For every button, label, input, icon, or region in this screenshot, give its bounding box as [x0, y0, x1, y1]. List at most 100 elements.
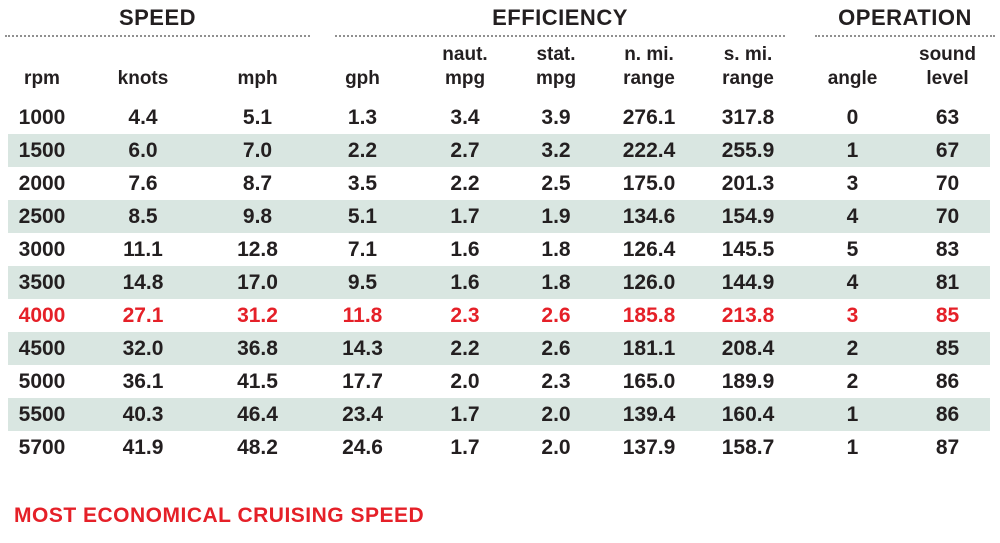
cell: 4 [846, 271, 859, 294]
cell: 5.1 [347, 205, 378, 228]
cell: 317.8 [721, 106, 775, 129]
cell: 137.9 [622, 436, 676, 459]
table-row: 5000 36.1 41.5 17.7 2.0 2.3 165.0 189.9 2 86 [8, 365, 990, 398]
table-row: 2500 8.5 9.8 5.1 1.7 1.9 134.6 154.9 4 70 [8, 200, 990, 233]
column-header-line: mpg [535, 68, 577, 89]
cell: 48.2 [237, 436, 278, 459]
column-header-knots: knots [76, 43, 210, 91]
cell: 81 [935, 271, 960, 294]
section-speed: SPEED [5, 6, 310, 37]
cell: 46.4 [237, 403, 278, 426]
table-row: 2000 7.6 8.7 3.5 2.2 2.5 175.0 201.3 3 70 [8, 167, 990, 200]
cell: 255.9 [721, 139, 775, 162]
cell: 9.5 [347, 271, 378, 294]
cell: 7.6 [128, 172, 158, 195]
cell: 17.0 [237, 271, 278, 294]
table-row: 5700 41.9 48.2 24.6 1.7 2.0 137.9 158.7 1 87 [8, 431, 990, 464]
table-row: 1500 6.0 7.0 2.2 2.7 3.2 222.4 255.9 1 67 [8, 134, 990, 167]
cell: 1.3 [347, 106, 378, 129]
column-header-line: knots [117, 68, 169, 89]
cell: 27.1 [122, 304, 164, 327]
cell: 40.3 [122, 403, 164, 426]
cell: 154.9 [721, 205, 775, 228]
cell: 1.8 [541, 238, 571, 261]
cell: 1500 [18, 139, 66, 162]
column-header-naut-mpg: naut. mpg [420, 43, 510, 91]
cell: 9.8 [242, 205, 273, 228]
cell: 3.2 [541, 139, 571, 162]
cell: 3 [846, 172, 859, 195]
cell: 87 [935, 436, 960, 459]
cell: 175.0 [622, 172, 676, 195]
cell: 70 [935, 172, 960, 195]
cell: 5 [846, 238, 859, 261]
cell: 3.5 [347, 172, 378, 195]
table-row-most-economical: 4000 27.1 31.2 11.8 2.3 2.6 185.8 213.8 3 85 [8, 299, 990, 332]
cell: 7.0 [242, 139, 273, 162]
section-title-speed: SPEED [118, 5, 197, 30]
section-operation: OPERATION [815, 6, 995, 37]
cell: 1.7 [450, 436, 480, 459]
cell: 165.0 [622, 370, 676, 393]
column-header-mph: mph [210, 43, 305, 91]
cell: 5.1 [242, 106, 273, 129]
column-header-stat-mpg: stat. mpg [510, 43, 602, 91]
cell: 86 [935, 370, 960, 393]
cell: 12.8 [237, 238, 278, 261]
cell: 222.4 [622, 139, 676, 162]
cell: 1 [846, 139, 859, 162]
table-row: 4500 32.0 36.8 14.3 2.2 2.6 181.1 208.4 2 85 [8, 332, 990, 365]
cell: 86 [935, 403, 960, 426]
cell: 2000 [18, 172, 66, 195]
cell: 41.9 [122, 436, 164, 459]
cell: 2.3 [541, 370, 571, 393]
cell: 5500 [18, 403, 66, 426]
cell: 185.8 [622, 304, 676, 327]
cell: 36.8 [237, 337, 278, 360]
cell: 11.1 [123, 238, 163, 261]
cell: 181.1 [622, 337, 676, 360]
cell: 3.9 [541, 106, 571, 129]
column-header-line [800, 43, 905, 67]
column-header-line: mpg [444, 68, 486, 89]
cell: 3 [846, 304, 859, 327]
cell: 1000 [18, 106, 66, 129]
column-header-line: n. mi. [624, 44, 674, 65]
cell: 14.3 [342, 337, 383, 360]
section-efficiency: EFFICIENCY [335, 6, 785, 37]
column-header-line [76, 43, 210, 67]
column-header-gph: gph [305, 43, 420, 91]
cell: 2.0 [541, 436, 571, 459]
cell: 160.4 [721, 403, 775, 426]
column-header-sound-level: sound level [905, 43, 990, 91]
cell: 144.9 [721, 271, 775, 294]
cell: 67 [935, 139, 960, 162]
cell: 8.7 [242, 172, 273, 195]
cell: 213.8 [721, 304, 775, 327]
column-header-line: rpm [24, 68, 60, 89]
column-header-n-mi-range: n. mi. range [602, 43, 696, 91]
column-header-line: level [926, 68, 969, 89]
cell: 2500 [18, 205, 66, 228]
cell: 32.0 [122, 337, 164, 360]
table-row: 5500 40.3 46.4 23.4 1.7 2.0 139.4 160.4 1 86 [8, 398, 990, 431]
cell: 1 [846, 436, 859, 459]
cell: 14.8 [122, 271, 164, 294]
table-row: 1000 4.4 5.1 1.3 3.4 3.9 276.1 317.8 0 63 [8, 101, 990, 134]
column-header-line: s. mi. [723, 44, 773, 65]
cell: 5700 [18, 436, 66, 459]
section-title-efficiency: EFFICIENCY [492, 5, 628, 30]
cell: 31.2 [237, 304, 278, 327]
column-header-line: stat. [536, 44, 576, 65]
cell: 1.6 [450, 238, 480, 261]
cell: 2.2 [450, 172, 480, 195]
column-header-line: range [722, 68, 774, 89]
column-header-line: angle [827, 68, 878, 89]
column-header-s-mi-range: s. mi. range [696, 43, 800, 91]
cell: 4.4 [128, 106, 158, 129]
cell: 3500 [18, 271, 66, 294]
cell: 4000 [18, 304, 66, 327]
cell: 70 [935, 205, 960, 228]
cell: 6.0 [128, 139, 158, 162]
